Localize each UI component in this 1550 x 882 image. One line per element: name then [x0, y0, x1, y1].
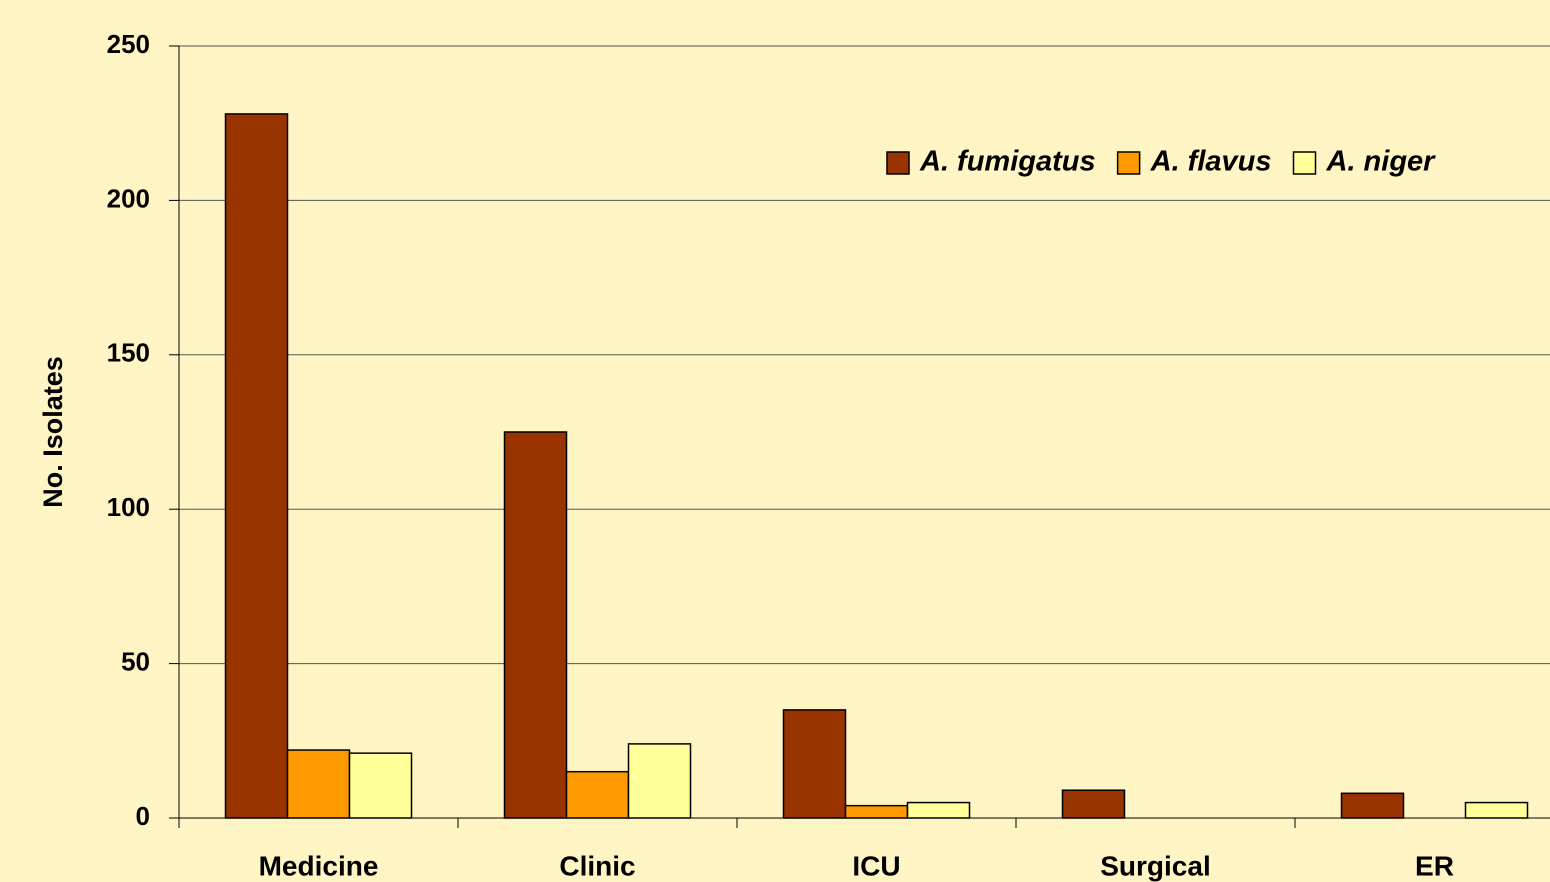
bar: [844, 804, 909, 819]
bar: [224, 113, 289, 819]
x-tick-label: Medicine: [259, 850, 379, 881]
bar: [1464, 801, 1529, 819]
bar: [906, 801, 971, 819]
bar: [1061, 789, 1126, 819]
y-tick-label: 50: [121, 646, 150, 676]
y-tick-label: 200: [107, 183, 150, 213]
legend-swatch: [1116, 151, 1141, 175]
bar: [348, 752, 413, 819]
bar: [627, 743, 692, 819]
legend-label: A. niger: [1326, 146, 1437, 178]
legend-swatch: [886, 151, 910, 175]
y-tick-label: 0: [136, 801, 150, 831]
bar: [782, 709, 847, 819]
bar: [565, 770, 630, 819]
bar: [1340, 792, 1405, 819]
bar: [503, 431, 568, 819]
x-tick-label: Surgical: [1100, 850, 1210, 881]
x-tick-label: ICU: [852, 850, 900, 881]
y-axis-label: No. Isolates: [38, 356, 68, 508]
legend-label: A. flavus: [1150, 146, 1272, 178]
y-tick-label: 100: [107, 492, 150, 522]
y-tick-label: 250: [107, 29, 150, 59]
legend-swatch: [1292, 151, 1317, 175]
x-tick-label: Clinic: [559, 850, 635, 881]
legend-label: A. fumigatus: [919, 146, 1096, 178]
x-tick-label: ER: [1415, 850, 1454, 881]
bar: [286, 749, 351, 819]
y-tick-label: 150: [107, 338, 150, 368]
